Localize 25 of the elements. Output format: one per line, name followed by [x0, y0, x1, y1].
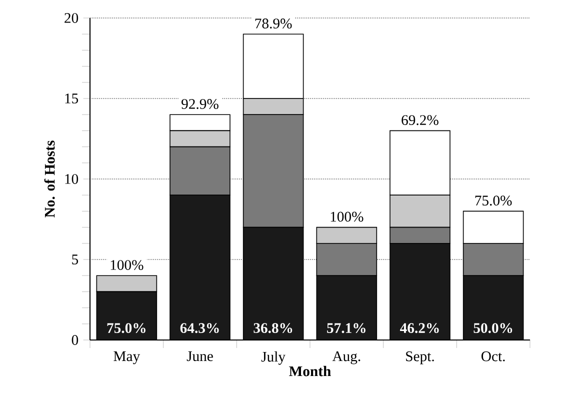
annotation: 92.9% [182, 99, 218, 110]
annotation: 50.0% [474, 323, 512, 334]
y-tick-label: 15 [65, 94, 78, 104]
x-tick-label: May [114, 351, 140, 364]
annotation: 57.1% [327, 323, 366, 334]
x-tick-label: Sept. [406, 351, 434, 364]
annotation: 75.0% [475, 196, 512, 206]
annotation: 100% [330, 212, 364, 222]
x-tick-label: Aug. [332, 351, 360, 364]
x-axis-title: Month [289, 366, 331, 376]
annotation: 78.9% [255, 18, 292, 29]
y-tick-label: 0 [72, 335, 78, 345]
annotation: 36.8% [254, 323, 292, 334]
y-tick-label: 20 [64, 13, 78, 23]
annotation: 69.2% [402, 115, 438, 126]
y-axis-title: No. of Hosts [44, 140, 55, 218]
x-tick-label: July [261, 351, 286, 365]
annotation: 75.0% [107, 323, 146, 334]
annotation: 100% [110, 260, 144, 270]
annotation: 46.2% [400, 323, 439, 334]
y-tick-label: 10 [65, 174, 78, 184]
annotation: 64.3% [180, 323, 219, 334]
y-tick-label: 5 [72, 254, 78, 264]
x-tick-label: June [186, 351, 213, 362]
x-tick-label: Oct. [482, 351, 505, 362]
